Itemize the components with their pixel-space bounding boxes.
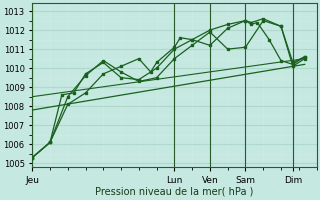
X-axis label: Pression niveau de la mer( hPa ): Pression niveau de la mer( hPa )	[95, 187, 253, 197]
